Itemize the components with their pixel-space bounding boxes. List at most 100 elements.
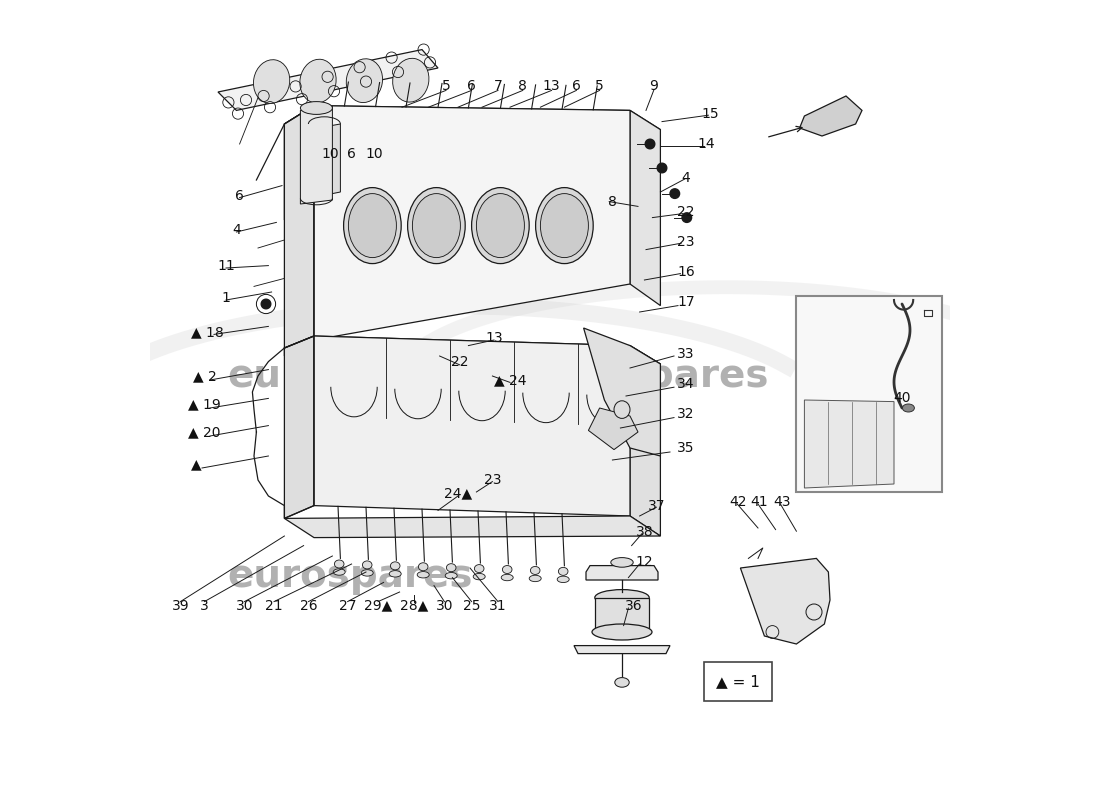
Text: 33: 33 (678, 346, 695, 361)
Text: 6: 6 (348, 146, 356, 161)
Ellipse shape (536, 188, 593, 264)
Ellipse shape (503, 566, 512, 574)
Ellipse shape (408, 188, 465, 264)
Ellipse shape (393, 58, 429, 102)
Ellipse shape (446, 573, 458, 579)
Text: 4: 4 (682, 170, 691, 185)
Ellipse shape (390, 562, 400, 570)
Text: 39: 39 (172, 598, 189, 613)
Text: 1: 1 (221, 290, 230, 305)
Text: 28▲: 28▲ (400, 598, 428, 613)
Text: 24▲: 24▲ (444, 486, 472, 501)
Text: 27: 27 (339, 598, 356, 613)
Circle shape (670, 189, 680, 198)
Polygon shape (285, 516, 660, 538)
Polygon shape (285, 336, 660, 364)
Text: eurospares: eurospares (228, 557, 473, 595)
Text: 37: 37 (648, 498, 666, 513)
Text: 38: 38 (636, 525, 653, 539)
Text: 26: 26 (299, 598, 317, 613)
Ellipse shape (540, 194, 589, 258)
Ellipse shape (529, 575, 541, 582)
Ellipse shape (334, 560, 344, 568)
Ellipse shape (502, 574, 514, 581)
Text: 30: 30 (235, 598, 253, 613)
Ellipse shape (592, 624, 652, 640)
Polygon shape (630, 110, 660, 306)
Ellipse shape (902, 404, 914, 412)
Polygon shape (285, 336, 314, 518)
Ellipse shape (472, 188, 529, 264)
Text: 10: 10 (365, 146, 383, 161)
Text: 10: 10 (321, 146, 339, 161)
Ellipse shape (595, 590, 649, 606)
Text: 15: 15 (701, 106, 718, 121)
Polygon shape (285, 106, 314, 356)
Polygon shape (804, 400, 894, 488)
Polygon shape (218, 50, 438, 110)
Ellipse shape (559, 567, 568, 575)
Text: 5: 5 (441, 78, 450, 93)
Ellipse shape (530, 566, 540, 574)
Text: ▲ 2: ▲ 2 (192, 369, 217, 383)
Text: eurospares: eurospares (228, 357, 473, 395)
Text: 22: 22 (678, 205, 695, 219)
Text: 23: 23 (678, 234, 695, 249)
Ellipse shape (253, 60, 289, 103)
Polygon shape (740, 558, 830, 644)
Text: 6: 6 (468, 78, 476, 93)
Text: ▲ 19: ▲ 19 (188, 397, 221, 411)
Circle shape (646, 139, 654, 149)
Ellipse shape (474, 565, 484, 573)
Text: 8: 8 (518, 78, 527, 93)
Ellipse shape (362, 561, 372, 569)
Text: 36: 36 (625, 598, 642, 613)
Ellipse shape (615, 678, 629, 687)
Ellipse shape (349, 194, 396, 258)
Polygon shape (584, 328, 660, 456)
Text: 3: 3 (200, 598, 209, 613)
Text: ▲ 20: ▲ 20 (188, 425, 221, 439)
Text: 21: 21 (265, 598, 283, 613)
Text: 23: 23 (484, 473, 502, 487)
Text: 34: 34 (678, 377, 695, 391)
Ellipse shape (343, 188, 402, 264)
Text: ▲: ▲ (191, 457, 201, 471)
Polygon shape (574, 646, 670, 654)
Ellipse shape (412, 194, 461, 258)
Text: ▲ = 1: ▲ = 1 (716, 674, 760, 689)
Ellipse shape (346, 58, 383, 102)
Text: 13: 13 (542, 78, 560, 93)
Polygon shape (314, 106, 630, 340)
Text: 41: 41 (751, 494, 769, 509)
Bar (796, 296, 942, 492)
Ellipse shape (473, 574, 485, 580)
Text: 16: 16 (678, 265, 695, 279)
Text: ▲ 18: ▲ 18 (191, 325, 224, 339)
Text: ▲ 24: ▲ 24 (494, 373, 526, 387)
Ellipse shape (418, 562, 428, 570)
Ellipse shape (389, 570, 402, 577)
Text: 8: 8 (608, 194, 617, 209)
Ellipse shape (300, 102, 332, 114)
Text: 17: 17 (678, 295, 695, 310)
Polygon shape (595, 598, 649, 632)
Text: 22: 22 (451, 354, 469, 369)
Text: 31: 31 (490, 598, 507, 613)
Text: 14: 14 (697, 137, 715, 151)
Bar (704, 662, 772, 701)
Polygon shape (300, 106, 332, 204)
Text: 25: 25 (463, 598, 481, 613)
Ellipse shape (476, 194, 525, 258)
Text: 12: 12 (636, 554, 653, 569)
Ellipse shape (610, 558, 634, 567)
Polygon shape (285, 106, 314, 220)
Circle shape (261, 299, 271, 309)
Ellipse shape (309, 142, 327, 166)
Text: 13: 13 (485, 330, 503, 345)
Ellipse shape (361, 570, 373, 576)
Text: 35: 35 (678, 441, 695, 455)
Text: 7: 7 (494, 78, 503, 93)
Text: 4: 4 (232, 223, 241, 238)
Polygon shape (800, 96, 862, 136)
